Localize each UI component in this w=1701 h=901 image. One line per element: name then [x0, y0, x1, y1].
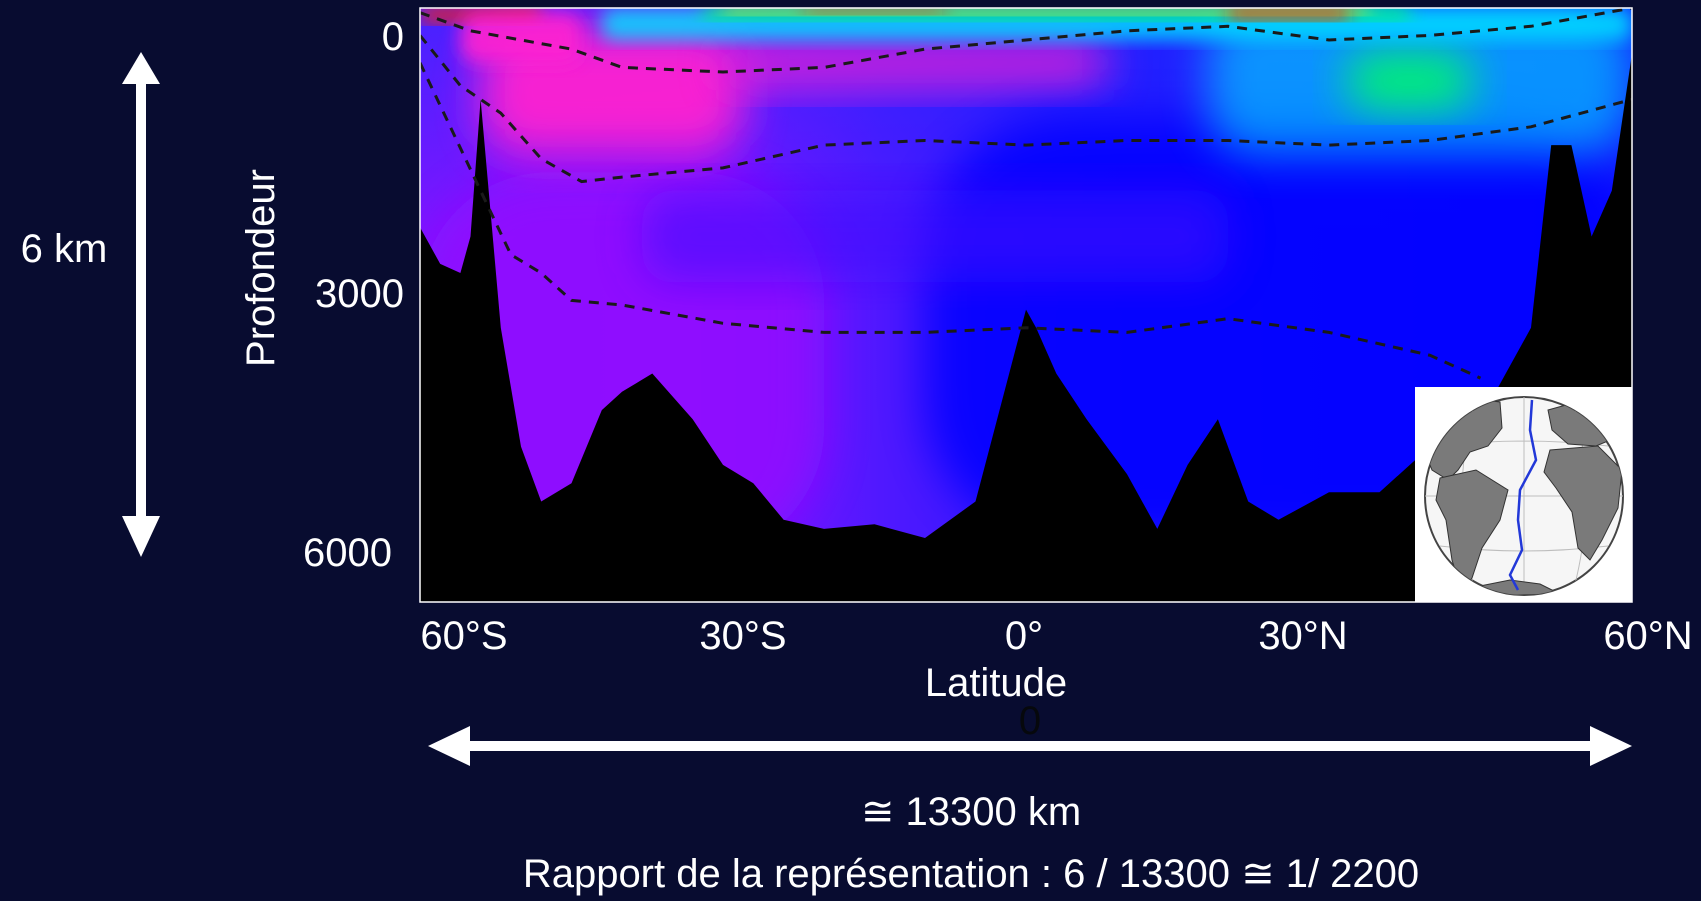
y-axis-ticks: 0 3000 6000 [303, 15, 404, 575]
globe-land-africa [1543, 445, 1623, 561]
water-mass-surface-red-south [803, 8, 946, 14]
y-tick-label-6000: 6000 [303, 531, 392, 575]
x-tick-label-60n: 60°N [1603, 614, 1692, 658]
water-mass-central-blue [642, 190, 1228, 283]
y-tick-label-0: 0 [382, 15, 404, 59]
horizontal-extent-label: ≅ 13300 km [861, 790, 1081, 834]
vertical-scale-arrow [122, 52, 160, 557]
arrowhead-up-icon [122, 52, 160, 84]
horizontal-scale-arrow [428, 726, 1632, 766]
arrowhead-right-icon [1590, 726, 1632, 766]
plot-frame [419, 7, 1633, 603]
vertical-extent-label: 6 km [21, 227, 108, 271]
arrowhead-left-icon [428, 726, 470, 766]
x-tick-label-30s: 30°S [699, 614, 786, 658]
x-tick-label-60s: 60°S [420, 614, 507, 658]
globe-land-south-america [1435, 469, 1509, 594]
x-tick-label-30n: 30°N [1258, 614, 1347, 658]
x-tick-label-0: 0° [1005, 614, 1043, 658]
water-mass-surface-red-north [1228, 8, 1350, 19]
y-tick-label-3000: 3000 [315, 272, 404, 316]
heatmap-water-masses [420, 8, 1632, 557]
x-axis-title: Latitude [925, 661, 1067, 705]
y-axis-title: Profondeur [239, 169, 283, 367]
water-mass-mediterranean-green [1349, 53, 1471, 109]
water-mass-south-surface-magenta [460, 12, 582, 63]
globe-graticule [1425, 397, 1623, 595]
x-axis-ticks: 60°S 30°S 0° 30°N 60°N [420, 614, 1692, 658]
inset-globe-map [1415, 387, 1632, 602]
stray-zero-label: 0 [1019, 699, 1041, 743]
arrowhead-down-icon [122, 516, 160, 557]
heatmap-field [420, 8, 1632, 602]
ratio-label: Rapport de la représentation : 6 / 13300… [523, 852, 1419, 896]
contour-line-3 [420, 62, 1482, 380]
inset-section-line [1508, 399, 1538, 591]
water-mass-intermediate-pink [723, 35, 1107, 91]
contour-layer [420, 8, 1632, 380]
